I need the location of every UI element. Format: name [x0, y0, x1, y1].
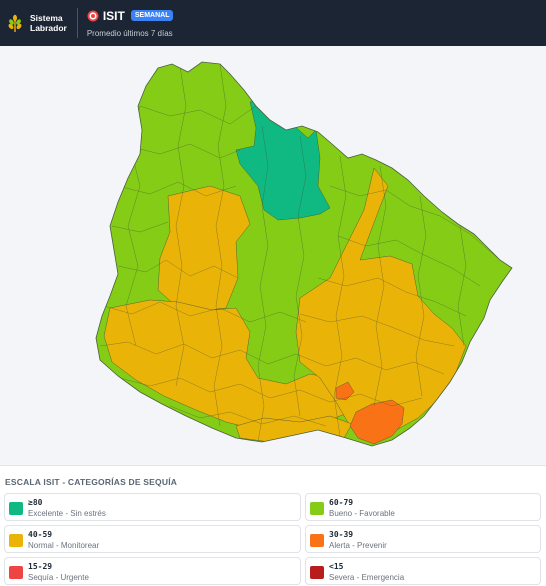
legend-label: Severa - Emergencia [329, 573, 405, 582]
legend-swatch [9, 502, 23, 515]
legend-label: Alerta - Prevenir [329, 541, 387, 550]
legend-item-excelente[interactable]: ≥80 Excelente - Sin estrés [4, 493, 301, 521]
legend-range: 30-39 [329, 530, 354, 539]
legend-swatch [310, 534, 324, 547]
legend-item-alerta[interactable]: 30-39 Alerta - Prevenir [305, 525, 541, 553]
uruguay-isit-map[interactable] [0, 46, 546, 465]
index-title: ISIT [102, 8, 125, 23]
legend-label: Sequía - Urgente [28, 573, 89, 582]
period-badge[interactable]: SEMANAL [130, 10, 174, 21]
brand-line-2: Labrador [30, 23, 67, 33]
legend-range: 40-59 [28, 530, 53, 539]
legend-range: ≥80 [28, 498, 43, 507]
legend-title: ESCALA ISIT - CATEGORÍAS DE SEQUÍA [5, 477, 178, 487]
legend-swatch [310, 502, 324, 515]
wheat-icon [8, 14, 22, 32]
region-alerta-south[interactable] [335, 381, 355, 401]
map-view[interactable] [0, 46, 546, 465]
boundary-lines [99, 63, 501, 443]
top-bar: Sistema Labrador ISIT SEMANAL Promedio ú… [0, 0, 546, 46]
legend-label: Excelente - Sin estrés [28, 509, 106, 518]
legend-label: Bueno - Favorable [329, 509, 395, 518]
index-header: ISIT SEMANAL Promedio últimos 7 días [87, 9, 174, 38]
legend-item-bueno[interactable]: 60-79 Bueno - Favorable [305, 493, 541, 521]
region-normal-center-west[interactable] [157, 185, 251, 313]
legend-range: 60-79 [329, 498, 354, 507]
legend-range: <15 [329, 562, 344, 571]
brand-logo[interactable]: Sistema Labrador [6, 13, 67, 33]
brand-line-1: Sistema [30, 13, 63, 23]
target-icon [87, 10, 99, 21]
period-subtitle: Promedio últimos 7 días [86, 28, 173, 38]
legend-item-sequia[interactable]: 15-29 Sequía - Urgente [4, 557, 301, 585]
legend-item-severa[interactable]: <15 Severa - Emergencia [305, 557, 541, 585]
header-divider [76, 8, 78, 38]
legend-panel: ESCALA ISIT - CATEGORÍAS DE SEQUÍA ≥80 E… [0, 465, 546, 586]
legend-swatch [310, 566, 324, 579]
legend-swatch [9, 534, 23, 547]
brand-name: Sistema Labrador [30, 13, 67, 33]
legend-swatch [9, 566, 23, 579]
country-outline [95, 61, 513, 447]
legend-item-normal[interactable]: 40-59 Normal - Monitorear [4, 525, 301, 553]
legend-range: 15-29 [28, 562, 53, 571]
legend-label: Normal - Monitorear [28, 541, 100, 550]
